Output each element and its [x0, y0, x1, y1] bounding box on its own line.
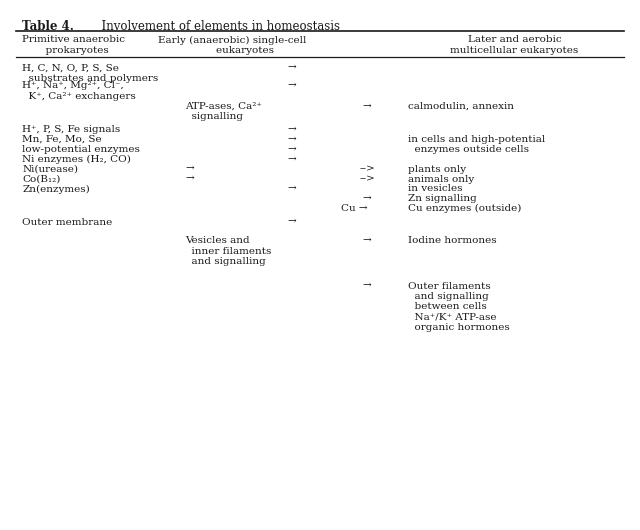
Text: Mn, Fe, Mo, Se: Mn, Fe, Mo, Se — [22, 135, 102, 144]
Text: →: → — [287, 218, 296, 227]
Text: Zn signalling: Zn signalling — [408, 195, 477, 204]
Text: →: → — [287, 125, 296, 134]
Text: calmodulin, annexin: calmodulin, annexin — [408, 102, 514, 111]
Text: enzymes outside cells: enzymes outside cells — [408, 145, 529, 154]
Text: →: → — [363, 195, 371, 204]
Text: →: → — [287, 145, 296, 154]
Text: Ni(urease): Ni(urease) — [22, 165, 78, 174]
Text: →: → — [363, 236, 371, 245]
Text: →: → — [287, 184, 296, 193]
Text: →: → — [287, 81, 296, 90]
Text: ATP-ases, Ca²⁺
  signalling: ATP-ases, Ca²⁺ signalling — [185, 102, 262, 121]
Text: H⁺, P, S, Fe signals: H⁺, P, S, Fe signals — [22, 125, 120, 134]
Text: →: → — [363, 281, 371, 290]
Text: Table 4.: Table 4. — [22, 20, 74, 33]
Text: Vesicles and
  inner filaments
  and signalling: Vesicles and inner filaments and signall… — [185, 236, 271, 266]
Text: Outer filaments
  and signalling
  between cells
  Na⁺/K⁺ ATP-ase
  organic horm: Outer filaments and signalling between c… — [408, 281, 509, 332]
Text: →: → — [185, 174, 194, 183]
Text: H, C, N, O, P, S, Se
  substrates and polymers: H, C, N, O, P, S, Se substrates and poly… — [22, 64, 158, 83]
Text: →: → — [287, 135, 296, 144]
Text: →: → — [287, 64, 296, 73]
Text: Later and aerobic
multicellular eukaryotes: Later and aerobic multicellular eukaryot… — [451, 36, 579, 55]
Text: Zn(enzymes): Zn(enzymes) — [22, 184, 90, 193]
Text: in cells and high-potential: in cells and high-potential — [408, 135, 545, 144]
Text: Co(B₁₂): Co(B₁₂) — [22, 174, 60, 183]
Text: Involvement of elements in homeostasis: Involvement of elements in homeostasis — [94, 20, 340, 33]
Text: Iodine hormones: Iodine hormones — [408, 236, 497, 245]
Text: animals only: animals only — [408, 174, 474, 183]
Text: in vesicles: in vesicles — [408, 184, 462, 193]
Text: -->: --> — [359, 174, 375, 183]
Text: H⁺, Na⁺, Mg²⁺, Cl⁻,
  K⁺, Ca²⁺ exchangers: H⁺, Na⁺, Mg²⁺, Cl⁻, K⁺, Ca²⁺ exchangers — [22, 81, 136, 101]
Text: Cu →: Cu → — [341, 204, 368, 213]
Text: Ni enzymes (H₂, CO): Ni enzymes (H₂, CO) — [22, 155, 131, 164]
Text: Early (anaerobic) single-cell
        eukaryotes: Early (anaerobic) single-cell eukaryotes — [158, 36, 307, 55]
Text: plants only: plants only — [408, 165, 466, 174]
Text: →: → — [185, 165, 194, 174]
Text: Primitive anaerobic
  prokaryotes: Primitive anaerobic prokaryotes — [22, 36, 125, 55]
Text: →: → — [363, 102, 371, 111]
Text: -->: --> — [359, 165, 375, 174]
Text: Outer membrane: Outer membrane — [22, 218, 113, 227]
Text: →: → — [287, 155, 296, 164]
Text: Cu enzymes (outside): Cu enzymes (outside) — [408, 204, 521, 214]
Text: low-potential enzymes: low-potential enzymes — [22, 145, 140, 154]
